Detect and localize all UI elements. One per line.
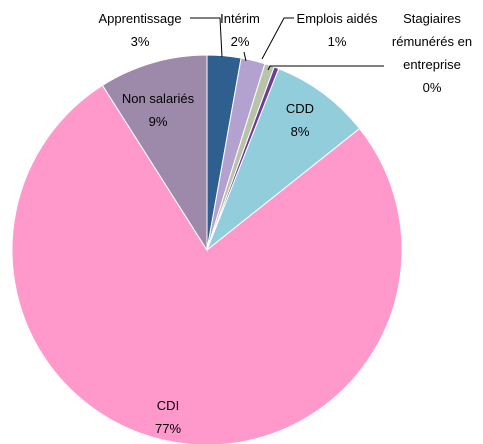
slice-label: Non salariés 9%	[103, 87, 213, 133]
leader-line	[243, 51, 247, 62]
slice-label: Apprentissage 3%	[80, 7, 200, 53]
slice-label: CDI 77%	[128, 394, 208, 440]
leader-line	[267, 65, 384, 71]
category-name: CDI	[156, 398, 180, 413]
category-name: CDD	[285, 101, 315, 116]
value-label: 3%	[130, 34, 150, 49]
pie-slice	[205, 68, 361, 252]
value-label: 1%	[327, 34, 347, 49]
leader-lines	[190, 17, 384, 71]
category-name: Intérim	[220, 11, 260, 26]
pie-slice	[101, 54, 208, 252]
slice-label: Intérim 2%	[200, 7, 280, 53]
value-label: 2%	[230, 34, 250, 49]
category-name: Non salariés	[121, 91, 195, 106]
slice-label: Emplois aidés 1%	[287, 7, 387, 53]
pie-slice	[11, 84, 403, 444]
value-label: 0%	[422, 80, 442, 95]
value-label: 77%	[154, 421, 182, 436]
category-name: Stagiaires rémunérés en entreprise	[391, 11, 473, 72]
value-label: 9%	[148, 114, 168, 129]
slice-label: CDD 8%	[260, 97, 340, 143]
leader-line	[261, 17, 294, 60]
leader-line	[190, 17, 223, 58]
category-name: Emplois aidés	[296, 11, 378, 26]
slice-label: Stagiaires rémunérés en entreprise 0%	[382, 7, 482, 99]
category-name: Apprentissage	[98, 11, 182, 26]
value-label: 8%	[290, 124, 310, 139]
